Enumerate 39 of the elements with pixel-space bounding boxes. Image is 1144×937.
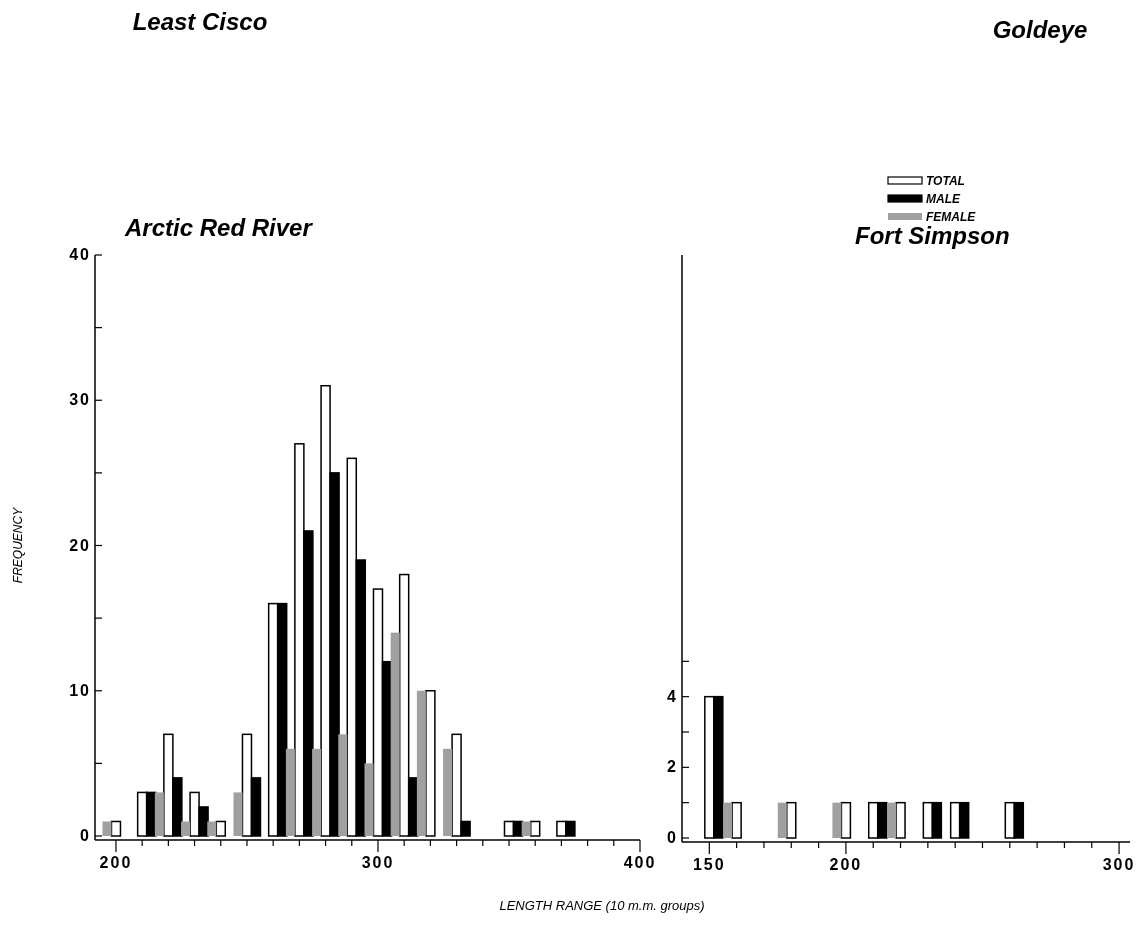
x-tick-label: 200: [829, 856, 863, 873]
chart-subtitle: Arctic Red River: [124, 214, 314, 241]
bar: [425, 690, 436, 837]
x-tick-label: 400: [623, 854, 657, 871]
bar: [521, 821, 531, 836]
y-tick-label: 0: [667, 829, 678, 846]
x-tick-label: 150: [692, 856, 726, 873]
y-axis-title: FREQUENCY: [11, 506, 25, 584]
bar: [233, 792, 243, 836]
x-tick-label: 200: [99, 854, 133, 871]
bar: [110, 820, 122, 837]
y-tick-label: 0: [80, 827, 91, 844]
chart-title: Goldeye: [992, 16, 1088, 43]
bar: [338, 734, 348, 836]
x-tick-label: 300: [1102, 856, 1136, 873]
bar: [285, 748, 295, 836]
legend-label: TOTAL: [926, 174, 965, 188]
legend-label: MALE: [926, 192, 961, 206]
y-tick-label: 30: [69, 391, 91, 409]
bar: [312, 748, 322, 836]
bar: [102, 821, 112, 836]
bar: [154, 792, 164, 836]
y-tick-label: 20: [69, 536, 91, 554]
bar: [443, 748, 453, 836]
bar: [181, 821, 191, 836]
bar: [364, 763, 374, 836]
legend-label: FEMALE: [926, 210, 977, 224]
chart-subtitle: Fort Simpson: [855, 222, 1010, 249]
x-tick-label: 300: [361, 854, 395, 871]
bar: [215, 820, 227, 837]
bar: [390, 632, 400, 836]
x-axis-title: LENGTH RANGE (10 m.m. groups): [499, 898, 705, 913]
y-tick-label: 2: [667, 758, 678, 776]
bar: [416, 690, 426, 836]
y-tick-label: 4: [667, 687, 678, 705]
y-tick-label: 10: [69, 681, 91, 699]
bar: [207, 821, 217, 836]
y-tick-label: 40: [69, 246, 91, 263]
chart-title: Least Cisco: [132, 8, 268, 35]
